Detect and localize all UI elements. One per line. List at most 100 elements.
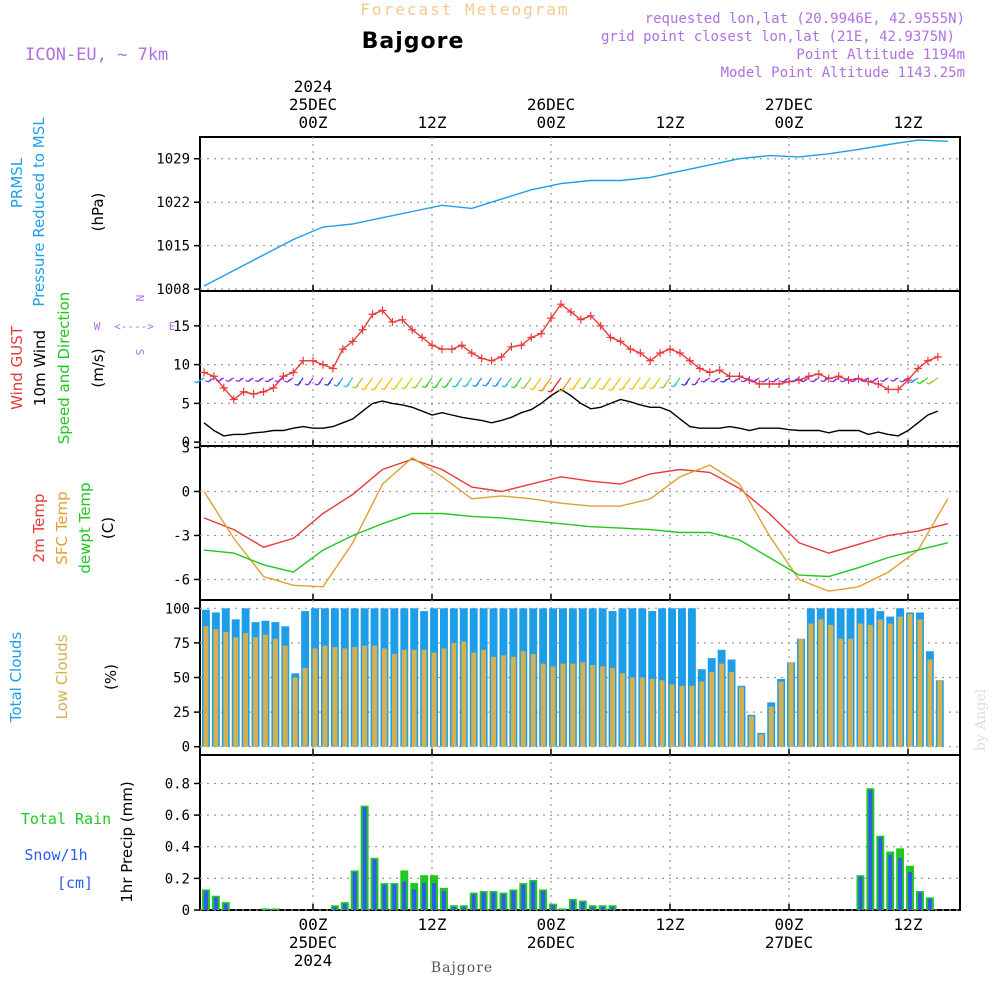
requested-coords: requested lon,lat (20.9946E, 42.9555N) bbox=[645, 11, 965, 27]
gust-marker bbox=[596, 321, 605, 330]
gust-marker bbox=[676, 349, 684, 357]
low-cloud-bar bbox=[342, 648, 348, 747]
low-cloud-bar bbox=[629, 677, 635, 747]
dewpt-label: dewpt Temp bbox=[76, 482, 94, 573]
wind-barb bbox=[547, 377, 562, 393]
low-cloud-bar bbox=[292, 677, 298, 747]
wind-barb bbox=[294, 377, 304, 386]
gust-marker bbox=[775, 380, 784, 388]
total-cloud-bar bbox=[658, 608, 667, 747]
snow-bar bbox=[451, 906, 456, 910]
y-tick-label: 0 bbox=[182, 484, 190, 500]
snow-bar bbox=[878, 837, 883, 910]
gust-marker bbox=[705, 368, 714, 377]
gust-marker bbox=[368, 310, 377, 319]
wind-barb bbox=[829, 377, 840, 383]
gust-marker bbox=[933, 352, 942, 361]
gust-marker bbox=[874, 380, 883, 388]
wind-barb bbox=[926, 377, 939, 385]
wind-barb bbox=[899, 377, 909, 383]
wind-barb bbox=[411, 377, 423, 389]
low-cloud-bar bbox=[709, 671, 715, 747]
y-tick-label: 75 bbox=[173, 636, 190, 652]
gust-marker bbox=[576, 315, 585, 324]
wind-label: 10m Wind bbox=[31, 330, 49, 406]
gust-marker bbox=[636, 349, 645, 357]
gust-marker bbox=[348, 337, 357, 346]
y-tick-label: 3 bbox=[182, 440, 190, 456]
panel-wind: 15 10 5 0 bbox=[173, 290, 961, 451]
low-cloud-bar bbox=[530, 653, 536, 747]
snow-bar bbox=[570, 900, 575, 910]
low-clouds-label: Low Clouds bbox=[53, 634, 71, 719]
y-tick-label: 15 bbox=[173, 319, 190, 335]
low-cloud-bar bbox=[352, 647, 358, 747]
wind-barb bbox=[760, 377, 770, 383]
y-tick-label: 0.4 bbox=[165, 840, 190, 856]
low-cloud-bar bbox=[411, 649, 417, 747]
rain-bar bbox=[261, 908, 270, 910]
wind-barb bbox=[750, 377, 760, 383]
gust-marker bbox=[894, 385, 903, 394]
time-label-top: 00Z bbox=[537, 113, 566, 132]
low-cloud-bar bbox=[263, 634, 268, 747]
low-cloud-bar bbox=[600, 666, 606, 747]
snow-bar bbox=[858, 876, 863, 910]
gust-marker bbox=[447, 345, 456, 354]
time-label-bottom: 27DEC bbox=[765, 933, 813, 952]
compass-south: S bbox=[133, 349, 146, 356]
wind-barb bbox=[720, 377, 730, 383]
panel-temperature: 3 0 -3 -6 bbox=[173, 440, 961, 601]
low-cloud-bar bbox=[669, 684, 675, 747]
wind-barb bbox=[452, 377, 463, 388]
gust-marker bbox=[557, 300, 565, 309]
gust-marker bbox=[804, 372, 813, 381]
t2m-label: 2m Temp bbox=[30, 494, 48, 563]
snow-bar bbox=[362, 807, 367, 910]
wind-barb bbox=[908, 377, 919, 384]
wind-barb bbox=[370, 377, 383, 391]
snow-bar bbox=[442, 891, 446, 910]
low-cloud-bar bbox=[461, 641, 467, 747]
time-label-top: 12Z bbox=[418, 113, 447, 132]
snow-bar bbox=[204, 891, 208, 910]
wind-barb bbox=[205, 377, 215, 383]
low-cloud-bar bbox=[748, 716, 754, 747]
snow-bar bbox=[501, 894, 506, 910]
gust-marker bbox=[200, 368, 208, 377]
gust-label: Wind GUST bbox=[8, 325, 26, 410]
snow-bar bbox=[590, 906, 595, 910]
snow-bar bbox=[332, 906, 337, 910]
time-label-top: 00Z bbox=[775, 113, 804, 132]
wind-barb bbox=[401, 377, 413, 390]
wind-barb bbox=[849, 377, 859, 383]
low-cloud-bar bbox=[203, 626, 209, 747]
y-tick-label: 1022 bbox=[156, 195, 190, 211]
low-cloud-bar bbox=[441, 648, 447, 747]
wind-barb bbox=[558, 377, 572, 392]
gust-marker bbox=[428, 341, 437, 350]
wind-barb bbox=[441, 377, 453, 388]
wind-barb bbox=[333, 377, 344, 387]
low-cloud-bar bbox=[590, 665, 596, 747]
wind-barb bbox=[639, 377, 651, 390]
series-line-wind-gust bbox=[203, 303, 939, 401]
panel-frame bbox=[199, 136, 961, 292]
snow-bar bbox=[521, 884, 526, 910]
wind-unit: (m/s) bbox=[89, 348, 107, 387]
snow-bar bbox=[908, 872, 912, 910]
gust-marker bbox=[914, 364, 922, 373]
wind-barb bbox=[810, 377, 820, 383]
gust-marker bbox=[884, 385, 893, 394]
low-cloud-bar bbox=[679, 685, 685, 747]
low-cloud-bar bbox=[649, 678, 655, 747]
wind-barb bbox=[839, 377, 849, 383]
time-label-bottom: 00Z bbox=[775, 915, 804, 934]
low-cloud-bar bbox=[481, 649, 487, 747]
compass-west: W bbox=[94, 320, 101, 333]
gust-marker bbox=[477, 354, 486, 363]
snow-bar bbox=[610, 906, 615, 910]
total-cloud-bar bbox=[678, 608, 686, 747]
wind-barb bbox=[324, 377, 334, 386]
gust-marker bbox=[547, 314, 556, 323]
